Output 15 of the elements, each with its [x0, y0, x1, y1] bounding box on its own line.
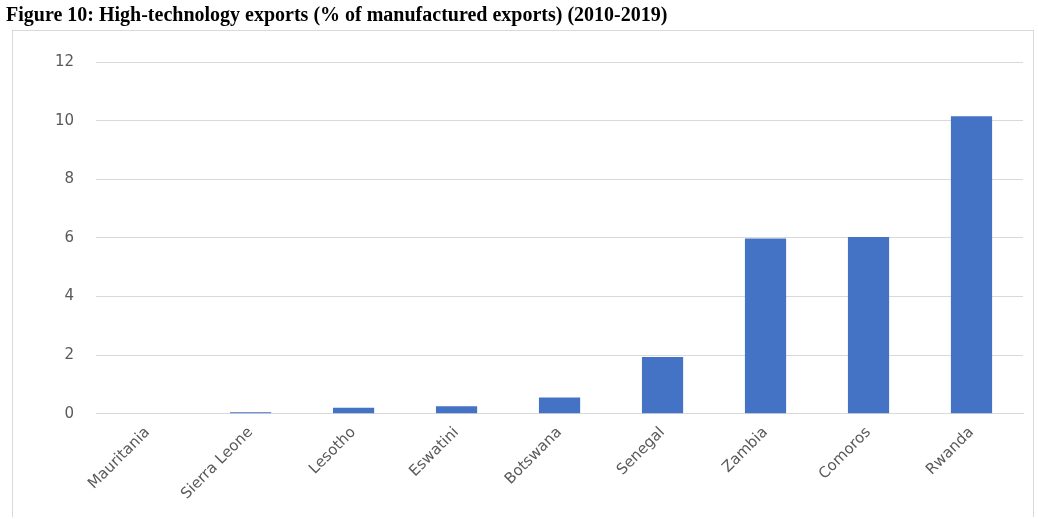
bar	[950, 116, 993, 414]
y-tick-label: 4	[64, 286, 75, 305]
bar	[847, 236, 890, 414]
bar	[332, 407, 375, 414]
y-tick-label: 10	[54, 110, 75, 129]
bar	[641, 357, 684, 414]
bar	[435, 406, 478, 414]
y-tick-label: 2	[64, 344, 75, 363]
bar	[744, 238, 787, 414]
chart-title: Figure 10: High-technology exports (% of manufactured exports) (2010-2019)	[5, 2, 669, 26]
y-tick-label: 6	[64, 227, 75, 246]
y-tick-label: 8	[64, 169, 75, 188]
y-tick-label: 0	[64, 403, 75, 422]
bar	[538, 397, 581, 414]
y-tick-label: 12	[54, 51, 75, 70]
